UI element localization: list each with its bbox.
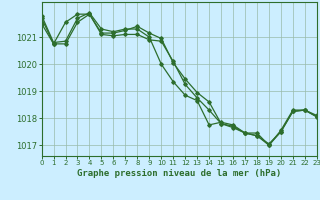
X-axis label: Graphe pression niveau de la mer (hPa): Graphe pression niveau de la mer (hPa)	[77, 169, 281, 178]
